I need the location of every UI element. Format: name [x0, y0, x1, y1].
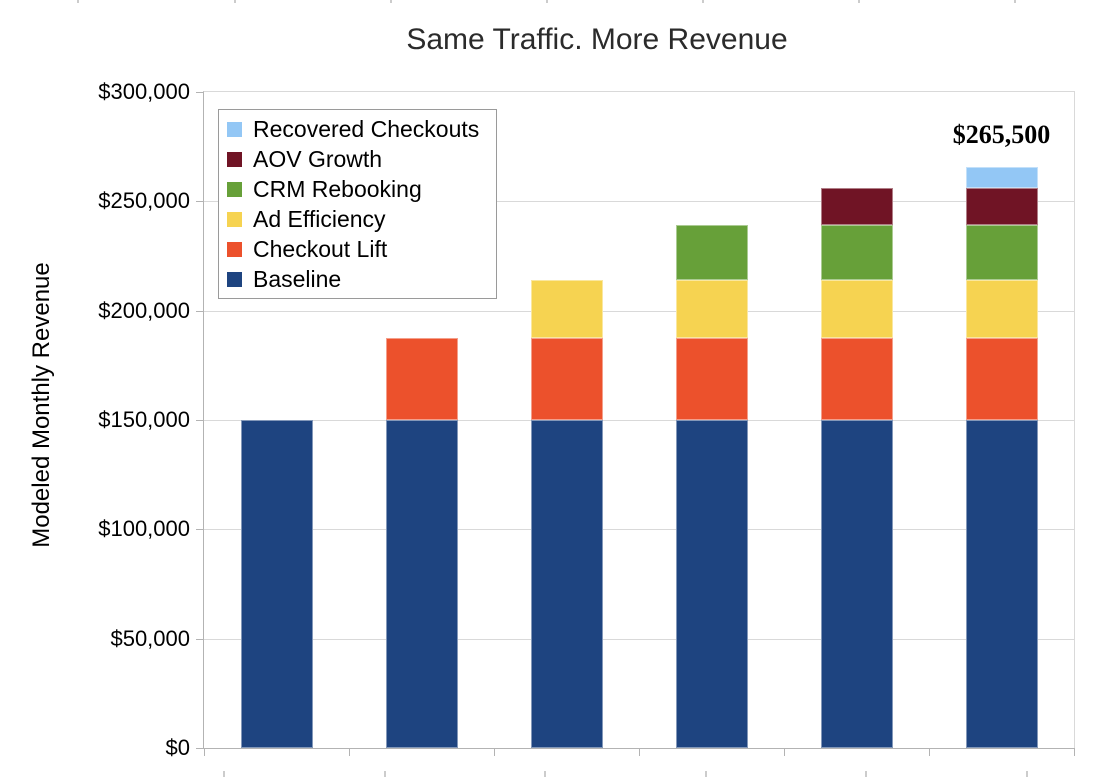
y-tick-label: $100,000 — [98, 516, 190, 542]
bar-segment-crm-rebooking — [675, 225, 748, 281]
bar-segment-checkout-lift — [965, 338, 1038, 420]
edge-crop-tick — [384, 771, 386, 777]
bar-segment-crm-rebooking — [965, 225, 1038, 281]
bar-segment-checkout-lift — [530, 338, 603, 420]
edge-crop-tick — [858, 0, 860, 3]
y-tick-mark — [196, 201, 204, 203]
legend-label: Baseline — [253, 265, 342, 292]
legend-item-checkout-lift: Checkout Lift — [227, 234, 488, 264]
legend: Recovered Checkouts AOV Growth CRM Rebooki… — [218, 109, 497, 299]
legend-item-baseline: Baseline — [227, 264, 488, 294]
legend-label: Ad Efficiency — [253, 205, 386, 232]
bar-segment-recovered-checkouts — [965, 167, 1038, 189]
legend-item-recovered-checkouts: Recovered Checkouts — [227, 114, 488, 144]
y-tick-label: $200,000 — [98, 297, 190, 323]
legend-label: CRM Rebooking — [253, 175, 422, 202]
y-tick-mark — [196, 748, 204, 749]
legend-label: Checkout Lift — [253, 235, 388, 262]
bar-segment-ad-efficiency — [675, 280, 748, 338]
x-tick-mark — [929, 748, 930, 756]
legend-swatch — [227, 241, 242, 257]
bar-segment-baseline — [530, 420, 603, 748]
bar-segment-baseline — [240, 420, 313, 748]
edge-crop-tick — [1014, 0, 1016, 3]
x-tick-mark — [494, 748, 495, 756]
bar-segment-aov-growth — [820, 188, 893, 226]
edge-crop-tick — [544, 771, 546, 777]
bar-segment-checkout-lift — [820, 338, 893, 420]
bar-segment-baseline — [965, 420, 1038, 748]
edge-crop-tick — [390, 0, 392, 3]
edge-crop-tick — [1026, 771, 1028, 777]
edge-crop-tick — [234, 0, 236, 3]
bar-segment-checkout-lift — [385, 338, 458, 420]
legend-label: Recovered Checkouts — [253, 115, 480, 142]
gridline — [204, 529, 1074, 531]
chart-title: Same Traffic. More Revenue — [406, 23, 788, 56]
y-tick-mark — [196, 310, 204, 312]
bar-segment-ad-efficiency — [530, 280, 603, 338]
x-tick-mark — [784, 748, 785, 756]
x-tick-mark — [1074, 748, 1075, 756]
legend-swatch — [227, 211, 242, 227]
gridline — [204, 420, 1074, 421]
bar-segment-baseline — [385, 420, 458, 748]
bar-segment-baseline — [820, 420, 893, 748]
edge-crop-tick — [546, 0, 548, 3]
edge-crop-tick — [223, 771, 225, 777]
legend-swatch — [227, 151, 242, 167]
edge-crop-tick — [705, 771, 707, 777]
y-tick-mark — [196, 420, 204, 421]
edge-crop-tick — [77, 0, 79, 3]
bar-segment-crm-rebooking — [820, 225, 893, 281]
legend-swatch — [227, 271, 242, 287]
y-tick-mark — [196, 529, 204, 531]
bar-segment-ad-efficiency — [820, 280, 893, 338]
edge-crop-tick — [702, 0, 704, 3]
y-tick-label: $250,000 — [98, 188, 190, 214]
edge-crop-tick — [865, 771, 867, 777]
gridline — [204, 310, 1074, 312]
x-tick-mark — [639, 748, 640, 756]
legend-item-aov-growth: AOV Growth — [227, 144, 488, 174]
x-tick-mark — [349, 748, 350, 756]
legend-label: AOV Growth — [253, 145, 383, 172]
legend-swatch — [227, 181, 242, 197]
bar-segment-aov-growth — [965, 188, 1038, 226]
legend-item-crm-rebooking: CRM Rebooking — [227, 174, 488, 204]
total-annotation: $265,500 — [952, 120, 1051, 149]
gridline — [204, 638, 1074, 640]
bar-segment-ad-efficiency — [965, 280, 1038, 338]
y-tick-label: $150,000 — [98, 407, 190, 432]
y-tick-mark — [196, 92, 204, 93]
y-tick-label: $0 — [165, 735, 190, 760]
legend-item-ad-efficiency: Ad Efficiency — [227, 204, 488, 234]
gridline — [204, 201, 1074, 203]
bar-segment-checkout-lift — [675, 338, 748, 420]
legend-swatch — [227, 121, 242, 137]
y-tick-label: $300,000 — [98, 79, 190, 104]
bar-segment-baseline — [675, 420, 748, 748]
x-tick-mark — [204, 748, 205, 756]
plot-area: Recovered Checkouts AOV Growth CRM Rebooki… — [203, 91, 1075, 749]
y-tick-mark — [196, 638, 204, 640]
y-tick-label: $50,000 — [110, 625, 190, 651]
